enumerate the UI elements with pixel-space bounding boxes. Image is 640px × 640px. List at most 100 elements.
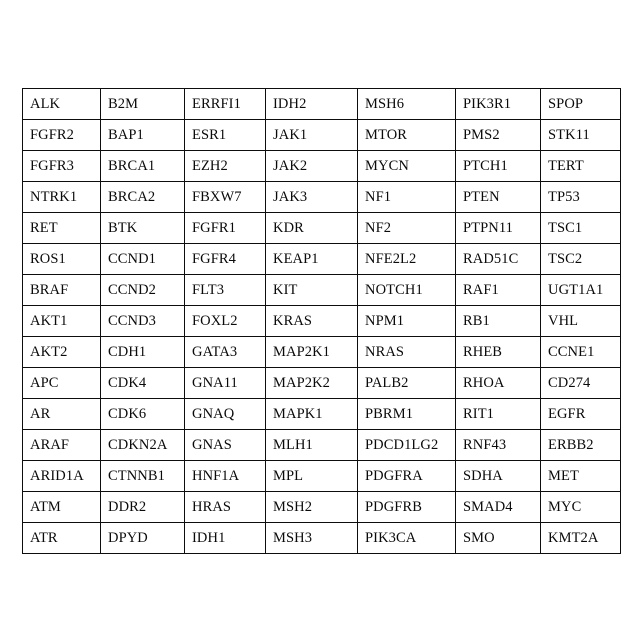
gene-cell: FGFR1 xyxy=(185,213,266,244)
gene-cell: RHEB xyxy=(456,337,541,368)
page-root: ALKB2MERRFI1IDH2MSH6PIK3R1SPOPFGFR2BAP1E… xyxy=(0,0,640,640)
gene-cell: CDH1 xyxy=(101,337,185,368)
gene-cell: KDR xyxy=(266,213,358,244)
table-row: ARCDK6GNAQMAPK1PBRM1RIT1EGFR xyxy=(23,399,621,430)
gene-cell: AKT2 xyxy=(23,337,101,368)
gene-cell: DDR2 xyxy=(101,492,185,523)
gene-cell: IDH2 xyxy=(266,89,358,120)
gene-cell: ATM xyxy=(23,492,101,523)
gene-cell: MSH3 xyxy=(266,523,358,554)
gene-cell: TSC2 xyxy=(541,244,621,275)
gene-cell: RET xyxy=(23,213,101,244)
gene-cell: JAK3 xyxy=(266,182,358,213)
gene-cell: MAPK1 xyxy=(266,399,358,430)
gene-cell: DPYD xyxy=(101,523,185,554)
gene-cell: ALK xyxy=(23,89,101,120)
gene-cell: CTNNB1 xyxy=(101,461,185,492)
gene-cell: BTK xyxy=(101,213,185,244)
gene-cell: PDGFRA xyxy=(358,461,456,492)
gene-cell: MAP2K2 xyxy=(266,368,358,399)
gene-cell: JAK1 xyxy=(266,120,358,151)
gene-cell: NTRK1 xyxy=(23,182,101,213)
gene-cell: KIT xyxy=(266,275,358,306)
gene-cell: FGFR2 xyxy=(23,120,101,151)
table-row: ARAFCDKN2AGNASMLH1PDCD1LG2RNF43ERBB2 xyxy=(23,430,621,461)
gene-cell: RAF1 xyxy=(456,275,541,306)
gene-cell: ESR1 xyxy=(185,120,266,151)
gene-cell: NFE2L2 xyxy=(358,244,456,275)
gene-cell: PDCD1LG2 xyxy=(358,430,456,461)
gene-cell: CDKN2A xyxy=(101,430,185,461)
gene-cell: KEAP1 xyxy=(266,244,358,275)
gene-cell: MSH6 xyxy=(358,89,456,120)
gene-panel-container: ALKB2MERRFI1IDH2MSH6PIK3R1SPOPFGFR2BAP1E… xyxy=(22,88,620,538)
gene-cell: MTOR xyxy=(358,120,456,151)
gene-cell: MLH1 xyxy=(266,430,358,461)
gene-cell: PMS2 xyxy=(456,120,541,151)
gene-cell: AKT1 xyxy=(23,306,101,337)
gene-cell: HNF1A xyxy=(185,461,266,492)
gene-cell: B2M xyxy=(101,89,185,120)
gene-cell: MYCN xyxy=(358,151,456,182)
gene-cell: ARID1A xyxy=(23,461,101,492)
gene-cell: EGFR xyxy=(541,399,621,430)
gene-cell: CCND2 xyxy=(101,275,185,306)
table-row: BRAFCCND2FLT3KITNOTCH1RAF1UGT1A1 xyxy=(23,275,621,306)
gene-cell: ERBB2 xyxy=(541,430,621,461)
gene-cell: FLT3 xyxy=(185,275,266,306)
gene-cell: ROS1 xyxy=(23,244,101,275)
gene-cell: HRAS xyxy=(185,492,266,523)
gene-cell: ATR xyxy=(23,523,101,554)
table-row: ALKB2MERRFI1IDH2MSH6PIK3R1SPOP xyxy=(23,89,621,120)
gene-cell: PTPN11 xyxy=(456,213,541,244)
table-row: ROS1CCND1FGFR4KEAP1NFE2L2RAD51CTSC2 xyxy=(23,244,621,275)
gene-cell: BRCA1 xyxy=(101,151,185,182)
table-row: ATRDPYDIDH1MSH3PIK3CASMOKMT2A xyxy=(23,523,621,554)
gene-cell: APC xyxy=(23,368,101,399)
gene-cell: NF1 xyxy=(358,182,456,213)
gene-cell: RIT1 xyxy=(456,399,541,430)
table-row: FGFR3BRCA1EZH2JAK2MYCNPTCH1TERT xyxy=(23,151,621,182)
gene-cell: FGFR4 xyxy=(185,244,266,275)
gene-cell: CCND3 xyxy=(101,306,185,337)
gene-cell: CCNE1 xyxy=(541,337,621,368)
gene-cell: ERRFI1 xyxy=(185,89,266,120)
gene-panel-table: ALKB2MERRFI1IDH2MSH6PIK3R1SPOPFGFR2BAP1E… xyxy=(22,88,621,554)
gene-cell: NOTCH1 xyxy=(358,275,456,306)
gene-cell: MYC xyxy=(541,492,621,523)
gene-cell: PTEN xyxy=(456,182,541,213)
gene-cell: EZH2 xyxy=(185,151,266,182)
table-row: ARID1ACTNNB1HNF1AMPLPDGFRASDHAMET xyxy=(23,461,621,492)
gene-cell: JAK2 xyxy=(266,151,358,182)
gene-cell: FOXL2 xyxy=(185,306,266,337)
gene-cell: KRAS xyxy=(266,306,358,337)
gene-cell: PIK3R1 xyxy=(456,89,541,120)
table-row: APCCDK4GNA11MAP2K2PALB2RHOACD274 xyxy=(23,368,621,399)
gene-cell: SDHA xyxy=(456,461,541,492)
gene-cell: STK11 xyxy=(541,120,621,151)
table-row: AKT2CDH1GATA3MAP2K1NRASRHEBCCNE1 xyxy=(23,337,621,368)
gene-cell: CDK6 xyxy=(101,399,185,430)
gene-cell: PIK3CA xyxy=(358,523,456,554)
gene-cell: SPOP xyxy=(541,89,621,120)
gene-cell: PALB2 xyxy=(358,368,456,399)
gene-cell: RAD51C xyxy=(456,244,541,275)
gene-table-body: ALKB2MERRFI1IDH2MSH6PIK3R1SPOPFGFR2BAP1E… xyxy=(23,89,621,554)
gene-cell: RNF43 xyxy=(456,430,541,461)
gene-cell: PTCH1 xyxy=(456,151,541,182)
gene-cell: AR xyxy=(23,399,101,430)
gene-cell: NRAS xyxy=(358,337,456,368)
gene-cell: SMO xyxy=(456,523,541,554)
gene-cell: RHOA xyxy=(456,368,541,399)
gene-cell: TP53 xyxy=(541,182,621,213)
table-row: FGFR2BAP1ESR1JAK1MTORPMS2STK11 xyxy=(23,120,621,151)
gene-cell: KMT2A xyxy=(541,523,621,554)
gene-cell: IDH1 xyxy=(185,523,266,554)
table-row: NTRK1BRCA2FBXW7JAK3NF1PTENTP53 xyxy=(23,182,621,213)
gene-cell: PDGFRB xyxy=(358,492,456,523)
gene-cell: MSH2 xyxy=(266,492,358,523)
gene-cell: GNAS xyxy=(185,430,266,461)
gene-cell: MPL xyxy=(266,461,358,492)
table-row: AKT1CCND3FOXL2KRASNPM1RB1VHL xyxy=(23,306,621,337)
gene-cell: GNA11 xyxy=(185,368,266,399)
